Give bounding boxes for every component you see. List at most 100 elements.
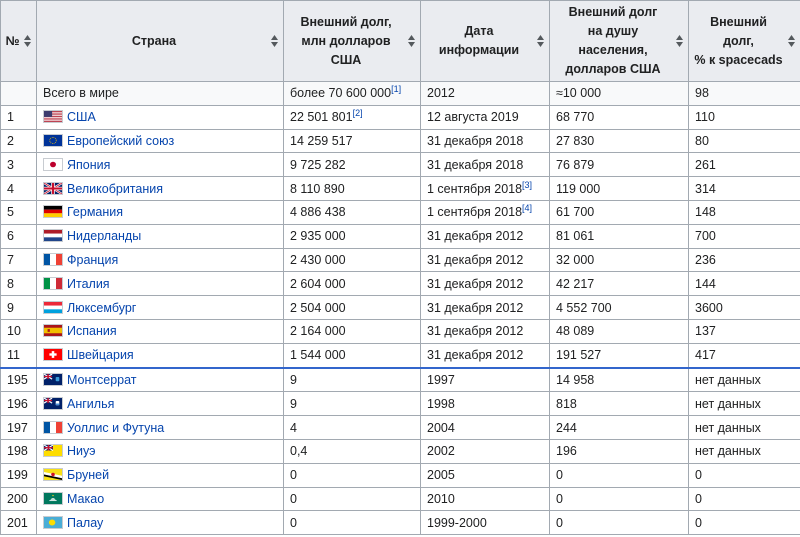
sort-icon[interactable] (676, 35, 683, 47)
row-country-cell: Франция (36, 247, 284, 273)
header-per-capita-line: долларов США (565, 62, 661, 76)
total-date-cell: 2012 (420, 81, 550, 106)
header-percent[interactable]: Внешний долг, % к spacecads (688, 0, 800, 82)
reference-link[interactable]: [3] (522, 179, 533, 190)
country-link[interactable]: Палау (67, 515, 104, 530)
sort-icon[interactable] (537, 35, 544, 47)
sort-icon[interactable] (788, 35, 795, 47)
reference-link[interactable]: [4] (522, 203, 533, 214)
eu-flag-icon (43, 133, 63, 147)
date-value: 12 августа 2019 (427, 110, 519, 125)
debt-value: 4 (290, 420, 297, 435)
row-date-cell: 12 августа 2019 (420, 104, 550, 130)
country-link[interactable]: Франция (67, 252, 119, 267)
row-debt-cell: 2 164 000 (283, 318, 421, 344)
reference-link[interactable]: [1] (391, 84, 402, 95)
date-value: 2005 (427, 468, 455, 483)
row-date-cell: 31 декабря 2012 (420, 295, 550, 320)
country-link[interactable]: Япония (67, 157, 111, 172)
netherlands-flag-icon (43, 229, 63, 243)
row-per-capita-cell: 818 (549, 391, 689, 417)
row-percent-cell: 144 (688, 271, 800, 297)
country-link[interactable]: США (67, 110, 96, 125)
header-date-line: Дата (464, 24, 494, 38)
row-country-cell: Япония (36, 152, 284, 178)
header-num[interactable]: № (0, 0, 37, 82)
row-country-cell: США (36, 104, 284, 130)
country-link[interactable]: Ниуэ (67, 444, 96, 459)
header-country-label: Страна (131, 33, 177, 48)
date-value: 31 декабря 2012 (427, 252, 524, 267)
country-link[interactable]: Великобритания (67, 181, 163, 196)
reference-link[interactable]: [2] (352, 108, 363, 119)
country-link[interactable]: Италия (67, 276, 110, 291)
row-per-capita-cell: 244 (549, 415, 689, 440)
header-num-label: № (5, 33, 20, 48)
date-value: 31 декабря 2018 (427, 157, 524, 172)
row-per-capita-cell: 0 (549, 462, 689, 488)
row-country-cell: Швейцария (36, 342, 284, 369)
japan-flag-icon (43, 157, 63, 171)
date-value: 31 декабря 2018 (427, 133, 524, 148)
header-date-line: информации (438, 43, 520, 57)
row-num-cell: 200 (0, 486, 37, 512)
header-debt[interactable]: Внешний долг, млн долларов США (283, 0, 421, 82)
sort-icon[interactable] (408, 35, 415, 47)
country-link[interactable]: Европейский союз (67, 133, 175, 148)
date-value: 31 декабря 2012 (427, 229, 524, 244)
table-row: 5 Германия 4 886 438 1 сентября 2018[4] 61 7… (0, 199, 800, 225)
table-row: 196 Ангилья 9 1998 818 нет данных (0, 391, 800, 417)
header-per-capita[interactable]: Внешний долг на душу населения, долларов… (549, 0, 689, 82)
header-row: № Страна Внешний долг, млн долларов США … (0, 0, 800, 82)
table-row: 2 Европейский союз 14 259 517 31 декабря 20… (0, 128, 800, 154)
sort-icon[interactable] (24, 35, 31, 47)
brunei-flag-icon (43, 468, 63, 482)
row-country-cell: Бруней (36, 462, 284, 488)
row-per-capita-cell: 14 958 (549, 366, 689, 393)
row-country-cell: Палау (36, 510, 284, 536)
row-num-cell: 3 (0, 152, 37, 178)
table-row: 10 Испания 2 164 000 31 декабря 2012 48 089 1… (0, 318, 800, 344)
row-debt-cell: 0 (283, 486, 421, 512)
header-debt-line: Внешний долг, (300, 14, 392, 29)
row-country-cell: Великобритания (36, 176, 284, 201)
country-link[interactable]: Монтсеррат (67, 372, 137, 387)
date-value: 2010 (427, 491, 455, 506)
spain-flag-icon (43, 324, 63, 338)
debt-value: 0,4 (290, 444, 308, 459)
country-link[interactable]: Макао (67, 491, 105, 506)
row-date-cell: 31 декабря 2012 (420, 247, 550, 273)
country-link[interactable]: Испания (67, 324, 117, 339)
sort-icon[interactable] (271, 35, 278, 47)
italy-flag-icon (43, 276, 63, 290)
total-country-cell: Всего в мире (36, 81, 284, 106)
country-link[interactable]: Швейцария (67, 348, 134, 363)
switzerland-flag-icon (43, 348, 63, 362)
country-link[interactable]: Нидерланды (67, 229, 142, 244)
row-debt-cell: 4 (283, 415, 421, 440)
country-link[interactable]: Люксембург (67, 300, 137, 315)
row-date-cell: 1997 (420, 366, 550, 393)
world-total-row: Всего в мире более 70 600 000[1] 2012 ≈1… (0, 81, 800, 106)
row-per-capita-cell: 48 089 (549, 318, 689, 344)
uk-flag-icon (43, 181, 63, 195)
row-percent-cell: 700 (688, 223, 800, 249)
country-link[interactable]: Бруней (67, 468, 110, 483)
row-date-cell: 31 декабря 2018 (420, 152, 550, 178)
table-row: 195 Монтсеррат 9 1997 14 958 нет данных (0, 366, 800, 393)
row-date-cell: 1999-2000 (420, 510, 550, 536)
row-percent-cell: 0 (688, 462, 800, 488)
date-value: 2004 (427, 420, 455, 435)
row-per-capita-cell: 27 830 (549, 128, 689, 154)
row-num-cell: 10 (0, 318, 37, 344)
country-link[interactable]: Ангилья (67, 396, 115, 411)
date-value: 1997 (427, 372, 455, 387)
header-date[interactable]: Дата информации (420, 0, 550, 82)
country-link[interactable]: Германия (67, 205, 124, 220)
header-country[interactable]: Страна (36, 0, 284, 82)
palau-flag-icon (43, 515, 63, 529)
table-row: 201 Палау 0 1999-2000 0 0 (0, 510, 800, 536)
table-row: 8 Италия 2 604 000 31 декабря 2012 42 217 144 (0, 271, 800, 297)
country-link[interactable]: Уоллис и Футуна (67, 420, 165, 435)
